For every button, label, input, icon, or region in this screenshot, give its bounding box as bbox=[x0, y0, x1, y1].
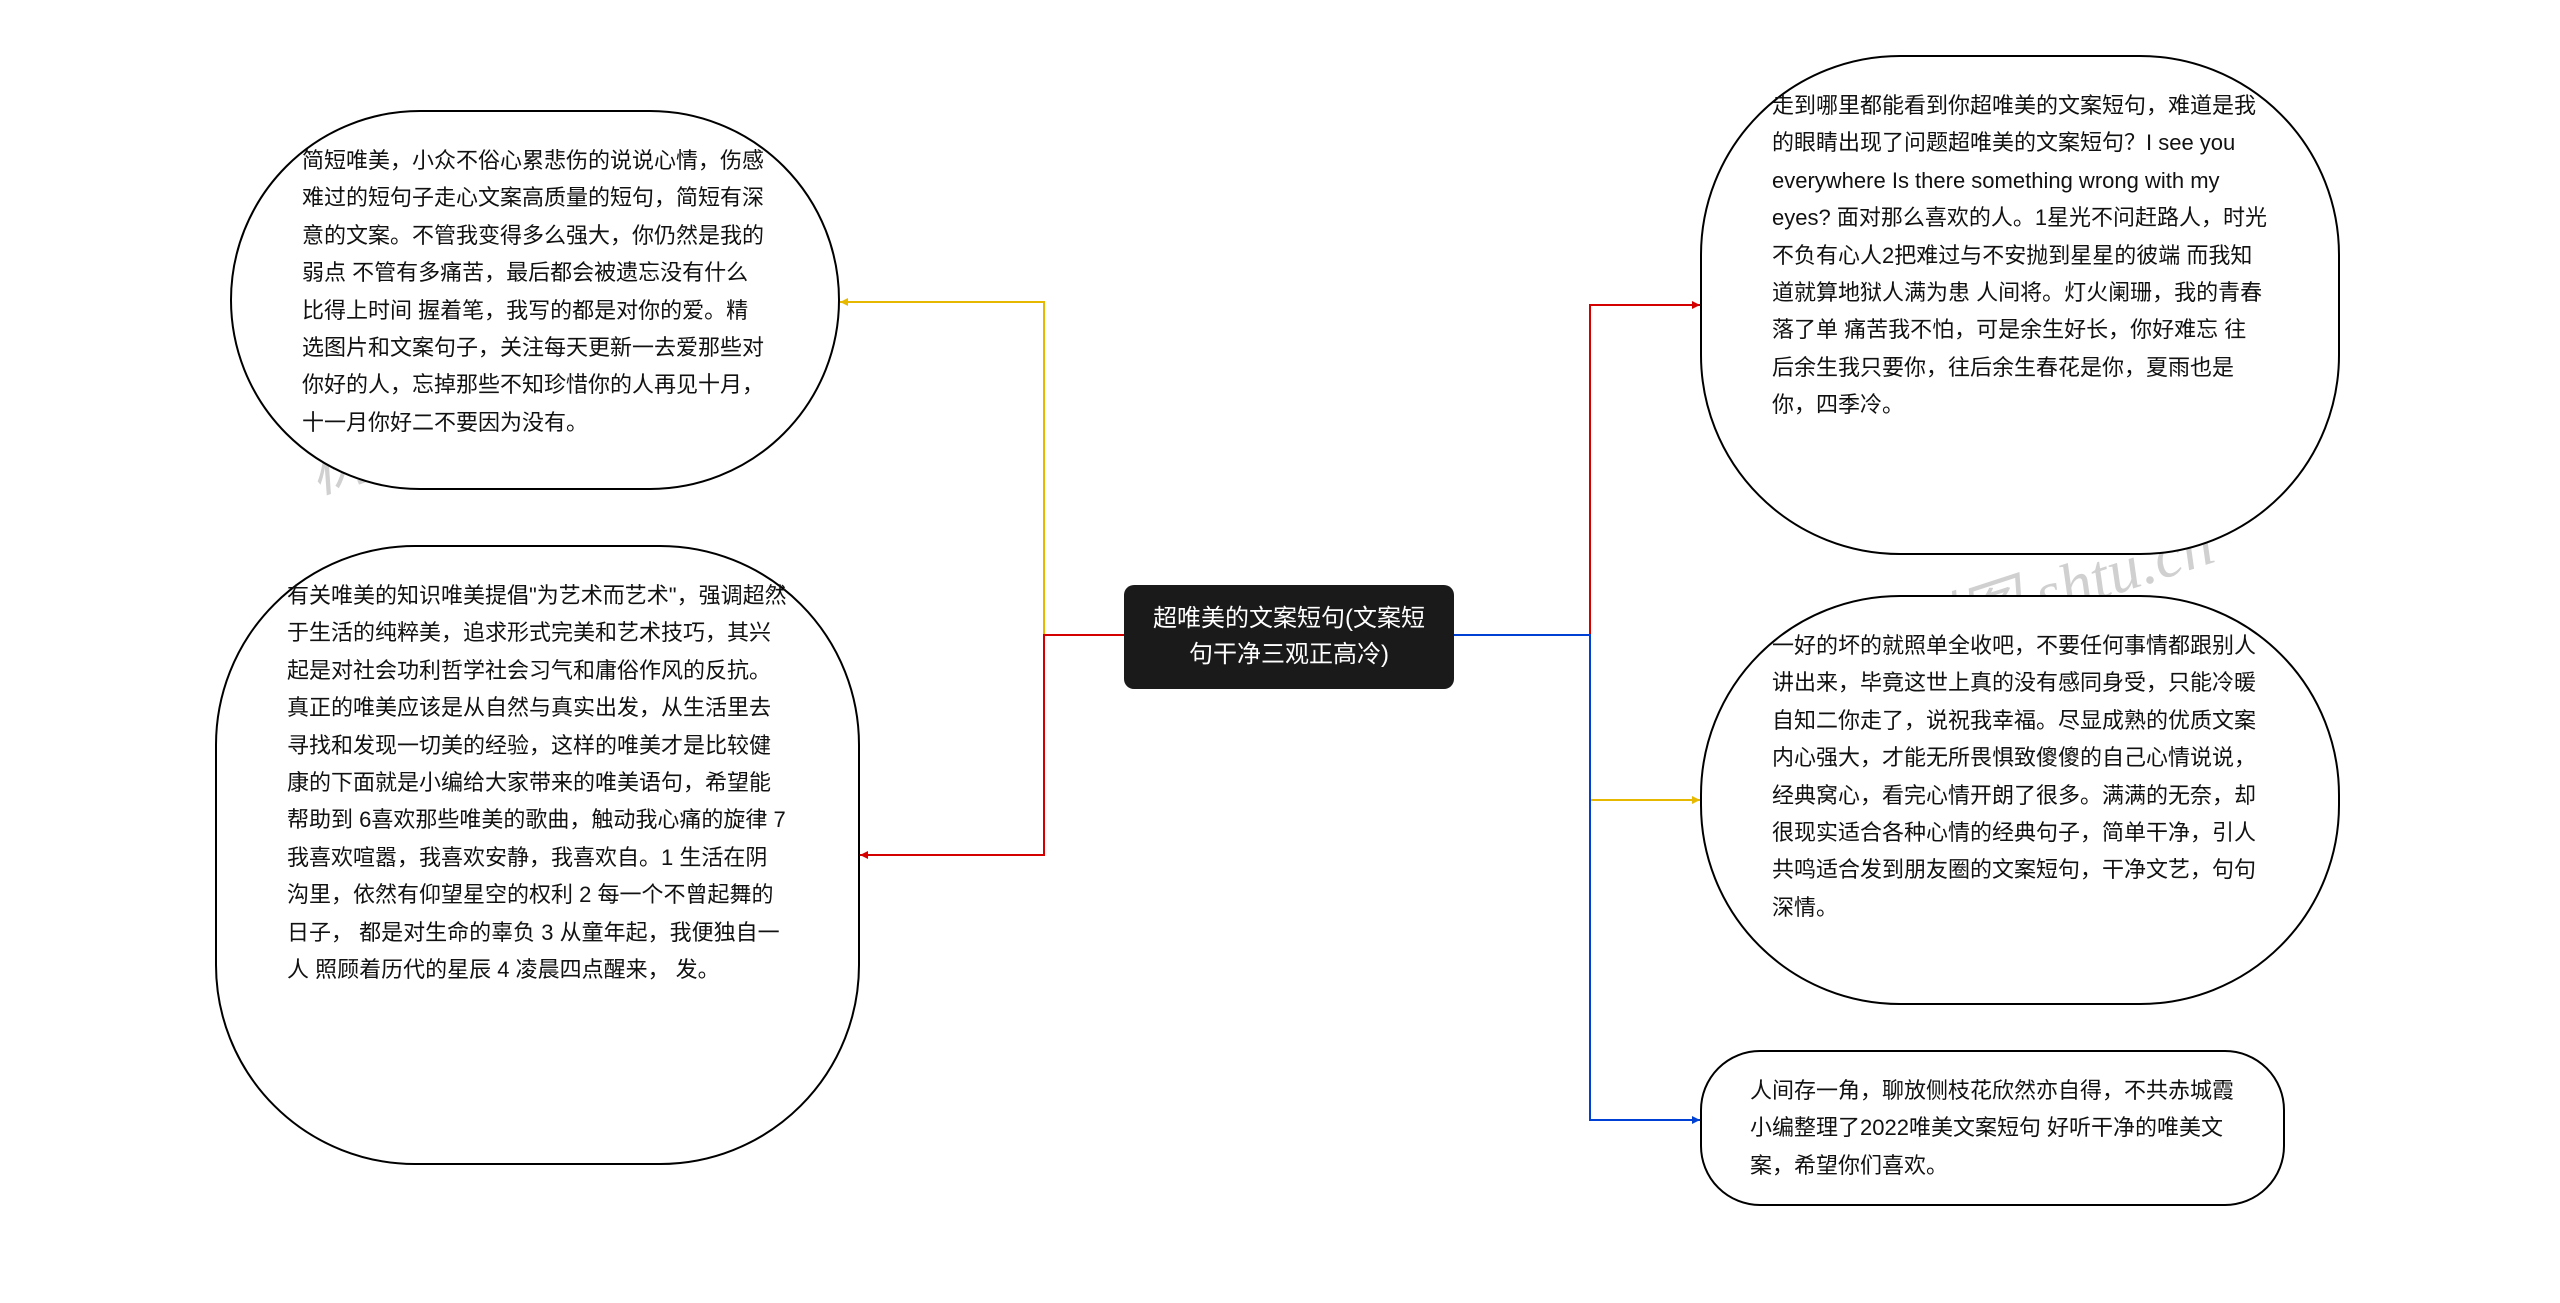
connector-arrowhead bbox=[1692, 301, 1700, 309]
leaf-text: 有关唯美的知识唯美提倡"为艺术而艺术"，强调超然于生活的纯粹美，追求形式完美和艺… bbox=[287, 577, 788, 988]
connector-arrowhead bbox=[840, 298, 848, 306]
connector-line bbox=[840, 302, 1124, 635]
connector-arrowhead bbox=[1692, 796, 1700, 804]
connector-line bbox=[1454, 635, 1700, 800]
connector-line bbox=[1454, 635, 1700, 1120]
leaf-text: 一好的坏的就照单全收吧，不要任何事情都跟别人讲出来，毕竟这世上真的没有感同身受，… bbox=[1772, 627, 2268, 926]
leaf-text: 走到哪里都能看到你超唯美的文案短句，难道是我的眼睛出现了问题超唯美的文案短句？I… bbox=[1772, 87, 2268, 424]
leaf-node-right-3: 人间存一角，聊放侧枝花欣然亦自得，不共赤城霞小编整理了2022唯美文案短句 好听… bbox=[1700, 1050, 2285, 1206]
leaf-node-right-2: 一好的坏的就照单全收吧，不要任何事情都跟别人讲出来，毕竟这世上真的没有感同身受，… bbox=[1700, 595, 2340, 1005]
leaf-text: 简短唯美，小众不俗心累悲伤的说说心情，伤感难过的短句子走心文案高质量的短句，简短… bbox=[302, 142, 768, 441]
connector-arrowhead bbox=[860, 851, 868, 859]
connector-line bbox=[860, 635, 1124, 855]
center-text: 超唯美的文案短句(文案短句干净三观正高冷) bbox=[1153, 605, 1425, 668]
leaf-node-left-1: 简短唯美，小众不俗心累悲伤的说说心情，伤感难过的短句子走心文案高质量的短句，简短… bbox=[230, 110, 840, 490]
connector-line bbox=[1454, 305, 1700, 635]
leaf-text: 人间存一角，聊放侧枝花欣然亦自得，不共赤城霞小编整理了2022唯美文案短句 好听… bbox=[1750, 1072, 2235, 1184]
leaf-node-left-2: 有关唯美的知识唯美提倡"为艺术而艺术"，强调超然于生活的纯粹美，追求形式完美和艺… bbox=[215, 545, 860, 1165]
center-node: 超唯美的文案短句(文案短句干净三观正高冷) bbox=[1124, 585, 1454, 689]
leaf-node-right-1: 走到哪里都能看到你超唯美的文案短句，难道是我的眼睛出现了问题超唯美的文案短句？I… bbox=[1700, 55, 2340, 555]
mindmap-canvas: 树图 Sntu.cn 树图 shtu.cn 超唯美的文案短句(文案短句干净三观正… bbox=[0, 0, 2560, 1303]
connector-arrowhead bbox=[1692, 1116, 1700, 1124]
